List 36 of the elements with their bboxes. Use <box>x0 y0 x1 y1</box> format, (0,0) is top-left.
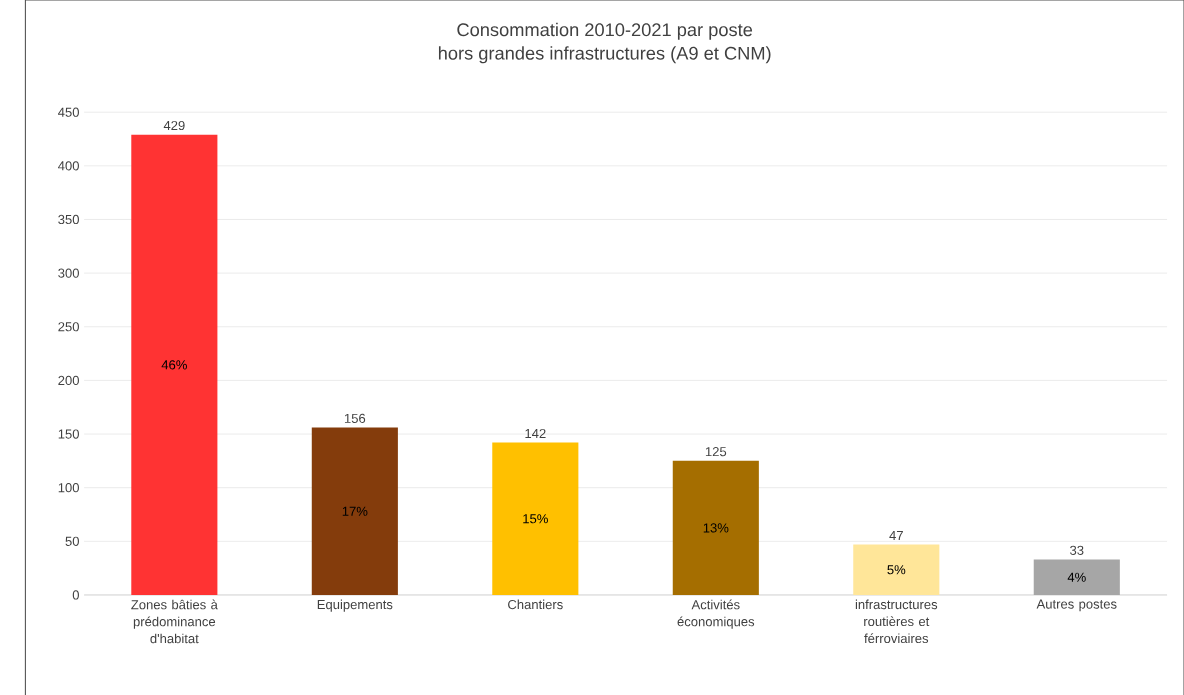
y-tick-label: 150 <box>58 429 79 439</box>
x-tick-label: infrastructures routières et férroviaires <box>855 599 938 643</box>
y-tick-label: 100 <box>58 482 79 493</box>
annotation: 15% <box>523 513 548 524</box>
data-label: 142 <box>525 428 546 438</box>
y-tick-label: 200 <box>58 375 79 385</box>
y-tick-label: 350 <box>58 214 79 224</box>
y-tick-label: 450 <box>58 107 79 117</box>
bar <box>672 460 759 595</box>
x-tick-label: Chantiers <box>508 599 563 609</box>
bar <box>311 427 398 595</box>
annotation: 5% <box>887 564 906 575</box>
x-tick-label: Autres postes <box>1036 599 1117 612</box>
annotation: 13% <box>703 523 729 533</box>
y-tick-label: 50 <box>65 536 79 546</box>
annotation: 46% <box>161 360 187 370</box>
data-label: 429 <box>163 120 185 130</box>
annotation: 17% <box>342 506 368 516</box>
x-tick-label: Zones bâties à prédominance d'habitat <box>131 599 218 644</box>
y-tick-label: 400 <box>58 161 79 171</box>
annotation: 4% <box>1067 572 1086 582</box>
bar <box>1033 559 1120 595</box>
data-label: 156 <box>344 413 366 423</box>
bar <box>492 442 579 595</box>
data-label: 33 <box>1070 545 1084 555</box>
chart-title: Consommation 2010-2021 par poste <box>457 22 753 40</box>
y-tick-label: 250 <box>58 321 79 332</box>
bar <box>853 544 940 595</box>
chart-subtitle: hors grandes infrastructures (A9 et CNM) <box>438 46 771 64</box>
x-tick-label: Equipements <box>317 599 393 612</box>
y-tick-label: 0 <box>72 590 79 600</box>
x-tick-label: Activités économiques <box>677 599 755 629</box>
data-label: 125 <box>705 446 727 457</box>
data-label: 47 <box>889 530 903 540</box>
y-tick-label: 300 <box>58 268 79 278</box>
bar <box>131 134 218 595</box>
